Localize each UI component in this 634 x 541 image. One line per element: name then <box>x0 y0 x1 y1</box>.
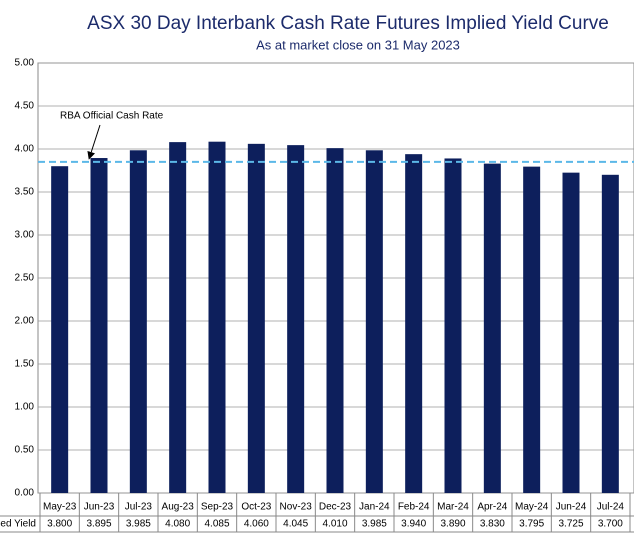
x-tick-label: Jun-23 <box>84 502 115 513</box>
table-value: 4.085 <box>204 519 229 530</box>
table-value: 3.895 <box>86 519 111 530</box>
x-tick-label: Oct-23 <box>241 502 271 513</box>
bar <box>129 150 147 494</box>
y-tick-label: 3.00 <box>15 230 35 241</box>
table-value: 3.985 <box>362 519 387 530</box>
bar <box>287 145 305 493</box>
y-tick-label: 4.50 <box>15 101 35 112</box>
x-tick-label: Mar-24 <box>437 502 469 513</box>
bar <box>90 158 108 493</box>
bar <box>483 163 501 493</box>
x-tick-label: Dec-23 <box>319 502 352 513</box>
bar <box>523 166 541 493</box>
y-tick-label: 1.00 <box>15 402 35 413</box>
x-tick-label: Jan-24 <box>359 502 390 513</box>
table-value: 3.940 <box>401 519 426 530</box>
annotation-arrow <box>87 124 101 160</box>
y-tick-label: 0.50 <box>15 445 35 456</box>
y-tick-label: 1.50 <box>15 359 35 370</box>
table-value: 3.700 <box>598 519 623 530</box>
x-tick-label: Apr-24 <box>477 502 507 513</box>
table-value: 3.890 <box>440 519 465 530</box>
bar <box>562 172 580 493</box>
bar <box>208 141 226 493</box>
table-value: 4.080 <box>165 519 190 530</box>
y-tick-label: 2.50 <box>15 273 35 284</box>
table-value: 3.795 <box>519 519 544 530</box>
bar <box>444 158 462 493</box>
x-tick-label: May-23 <box>43 502 77 513</box>
x-tick-label: Jul-24 <box>597 502 625 513</box>
chart-subtitle: As at market close on 31 May 2023 <box>256 37 460 52</box>
bar <box>247 143 265 493</box>
bar <box>169 142 187 493</box>
y-tick-label: 3.50 <box>15 187 35 198</box>
bar <box>51 166 69 493</box>
bar <box>405 154 423 493</box>
chart-title: ASX 30 Day Interbank Cash Rate Futures I… <box>87 13 609 34</box>
y-tick-label: 2.00 <box>15 316 35 327</box>
table-value: 3.830 <box>480 519 505 530</box>
table-value: 4.010 <box>322 519 347 530</box>
x-tick-label: May-24 <box>515 502 549 513</box>
table-value: 4.060 <box>244 519 269 530</box>
y-tick-label: 0.00 <box>15 488 35 499</box>
bar <box>601 174 619 494</box>
x-tick-label: Feb-24 <box>398 502 430 513</box>
x-tick-label: Sep-23 <box>201 502 234 513</box>
table-value: 3.985 <box>126 519 151 530</box>
x-tick-label: Aug-23 <box>162 502 195 513</box>
row-label: Implied Yield <box>0 519 36 530</box>
x-tick-label: Nov-23 <box>280 502 313 513</box>
y-tick-label: 5.00 <box>15 58 35 69</box>
table-value: 3.800 <box>47 519 72 530</box>
bar <box>326 148 344 493</box>
table-value: 4.045 <box>283 519 308 530</box>
x-tick-label: Jun-24 <box>556 502 587 513</box>
y-tick-label: 4.00 <box>15 144 35 155</box>
reference-label: RBA Official Cash Rate <box>60 111 164 122</box>
x-tick-label: Jul-23 <box>125 502 153 513</box>
table-value: 3.725 <box>558 519 583 530</box>
bar <box>365 150 383 494</box>
